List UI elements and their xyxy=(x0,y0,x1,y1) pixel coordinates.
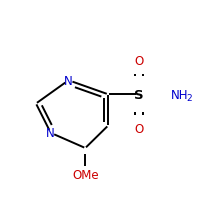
Text: O: O xyxy=(134,54,143,67)
Text: 2: 2 xyxy=(186,94,191,103)
Text: S: S xyxy=(133,88,143,101)
Text: N: N xyxy=(46,127,55,140)
Text: NH: NH xyxy=(170,88,188,101)
Text: N: N xyxy=(64,74,73,87)
Text: OMe: OMe xyxy=(72,168,98,181)
Text: O: O xyxy=(134,123,143,136)
